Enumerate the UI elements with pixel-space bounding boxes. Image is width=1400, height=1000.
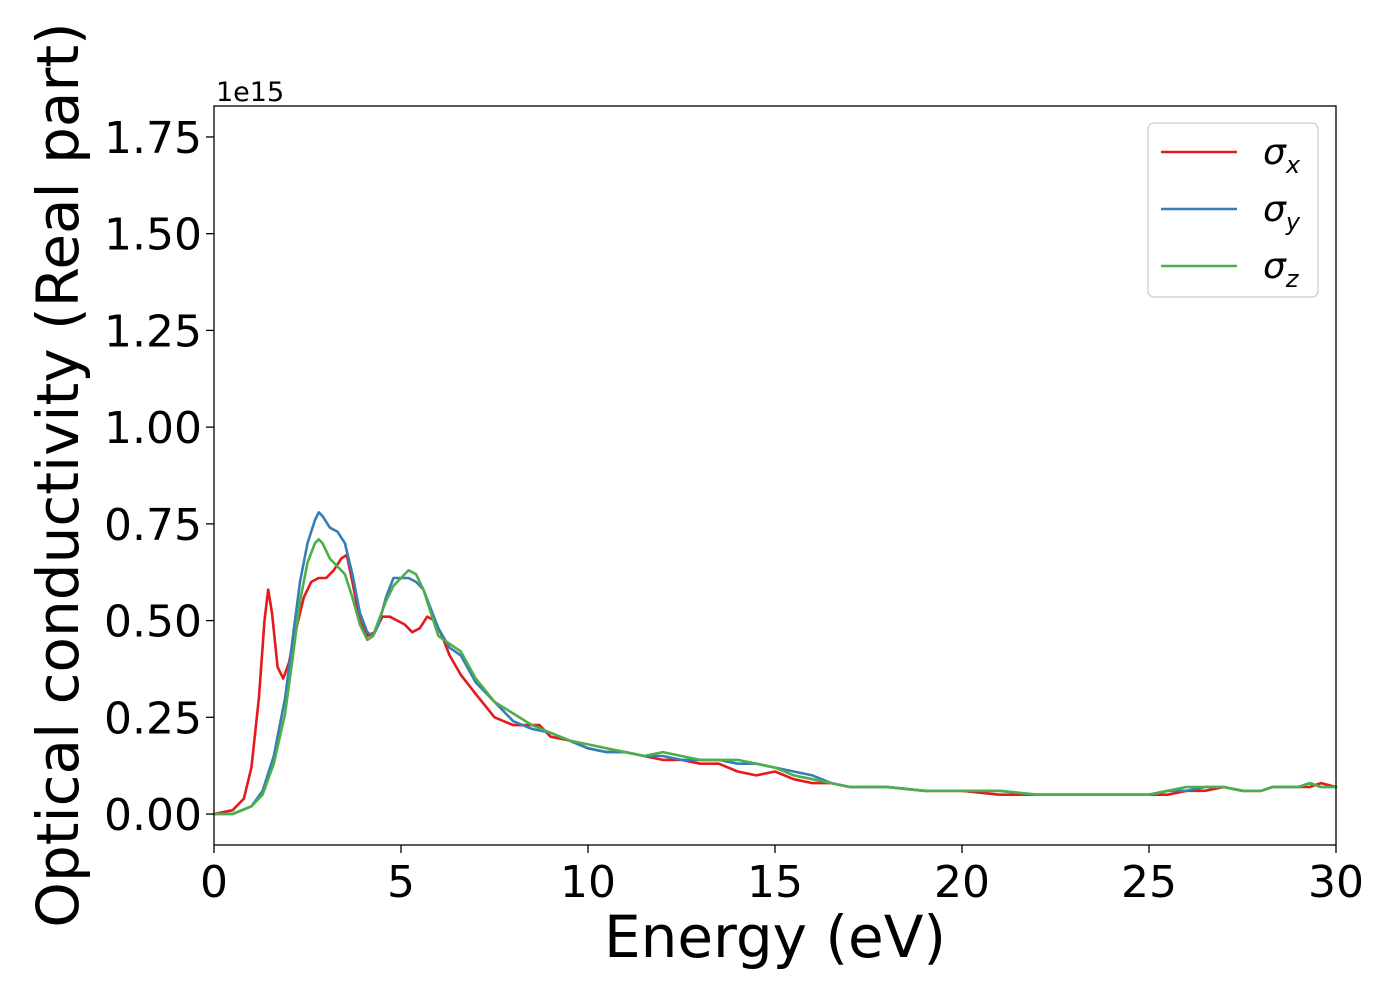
legend-label-z: σz: [1263, 246, 1300, 293]
x-tick-label: 5: [387, 857, 415, 908]
x-tick-label: 15: [747, 857, 803, 908]
y-tick-label: 1.00: [104, 403, 202, 454]
x-axis-ticks: 0 5 10 15 20 25 30: [200, 845, 1364, 908]
series-line-x: [212, 553, 1338, 816]
series-line-z: [212, 538, 1338, 816]
y-tick-label: 1.75: [104, 113, 202, 164]
x-tick-label: 0: [200, 857, 228, 908]
y-tick-label: 0.75: [104, 500, 202, 551]
y-tick-label: 0.00: [104, 790, 202, 841]
y-tick-label: 0.25: [104, 693, 202, 744]
y-tick-label: 1.25: [104, 306, 202, 357]
y-tick-label: 0.50: [104, 597, 202, 648]
series-lines: [212, 510, 1338, 816]
y-tick-label: 1.50: [104, 210, 202, 261]
x-tick-label: 25: [1121, 857, 1177, 908]
y-axis-offset-text: 1e15: [216, 77, 284, 108]
x-tick-label: 20: [934, 857, 990, 908]
y-axis-label: Optical conductivity (Real part): [24, 22, 92, 927]
x-tick-label: 10: [560, 857, 616, 908]
y-axis-ticks: 0.00 0.25 0.50 0.75 1.00 1.25 1.50 1.75: [104, 113, 214, 841]
x-axis-label: Energy (eV): [604, 903, 946, 971]
x-tick-label: 30: [1308, 857, 1364, 908]
